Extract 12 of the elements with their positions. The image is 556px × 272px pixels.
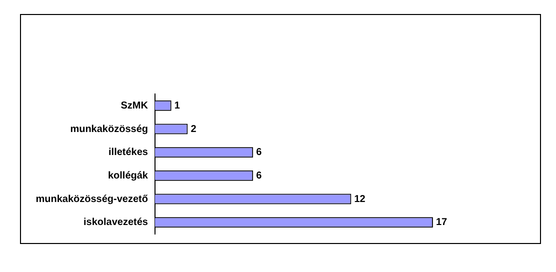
data-label: 6 — [256, 147, 262, 158]
data-label: 12 — [354, 194, 366, 205]
y-tick-label: iskolavezetés — [84, 217, 148, 228]
y-tick-label: SzMK — [120, 100, 149, 112]
y-tick-label: munkaközösség — [70, 124, 148, 135]
y-tick-label: kollégák — [108, 170, 148, 182]
y-tick-label: illetékes — [108, 147, 148, 158]
y-tick-label: munkaközösség-vezető — [36, 194, 148, 205]
data-label: 2 — [190, 124, 197, 135]
data-label: 6 — [256, 170, 262, 182]
data-label: 17 — [436, 217, 448, 228]
data-label: 1 — [174, 100, 180, 112]
